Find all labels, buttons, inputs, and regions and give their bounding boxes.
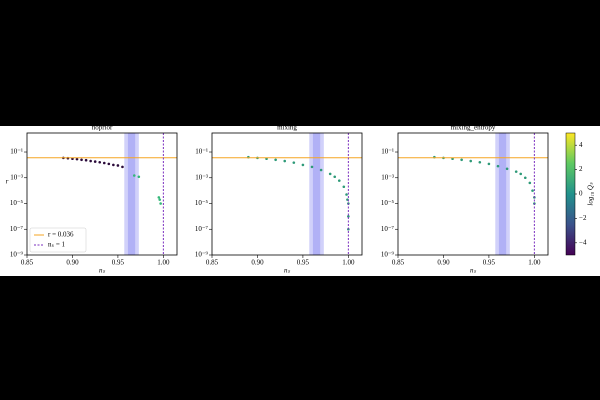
point bbox=[328, 172, 332, 176]
band bbox=[495, 133, 510, 255]
point bbox=[89, 159, 92, 163]
band bbox=[127, 133, 136, 255]
y-tick-label: 10⁻³ bbox=[195, 173, 208, 181]
point bbox=[116, 164, 120, 167]
x-axis-label: nₛ bbox=[284, 267, 291, 275]
point bbox=[531, 189, 534, 192]
x-tick-label: 1.00 bbox=[157, 259, 170, 267]
axes-frame bbox=[26, 132, 178, 256]
point bbox=[292, 161, 296, 164]
x-axis-label: nₛ bbox=[470, 267, 477, 275]
x-tick-label: 0.90 bbox=[66, 259, 79, 267]
point bbox=[505, 167, 509, 171]
point bbox=[514, 170, 518, 173]
y-tick-label: 10⁻³ bbox=[381, 173, 394, 181]
x-tick-label: 0.95 bbox=[297, 259, 310, 267]
point bbox=[347, 215, 350, 218]
point bbox=[107, 162, 111, 166]
point bbox=[478, 160, 482, 164]
point bbox=[159, 202, 162, 205]
point bbox=[460, 158, 463, 162]
point bbox=[283, 159, 287, 163]
point bbox=[342, 185, 346, 189]
y-tick-label: 10⁻¹ bbox=[381, 148, 394, 156]
colorbar-tick-label: −4 bbox=[579, 238, 587, 246]
point bbox=[112, 163, 115, 167]
y-tick-label: 10⁻¹ bbox=[10, 148, 23, 156]
y-tick-label: 10⁻⁷ bbox=[195, 225, 209, 233]
point bbox=[310, 165, 314, 169]
point bbox=[345, 193, 348, 196]
point bbox=[528, 181, 532, 185]
point bbox=[301, 163, 305, 167]
legend-box bbox=[29, 227, 87, 253]
point bbox=[157, 196, 161, 199]
point bbox=[469, 159, 473, 163]
legend-label: r = 0.036 bbox=[48, 231, 74, 239]
band bbox=[498, 133, 507, 255]
point bbox=[319, 168, 323, 172]
x-tick-label: 0.85 bbox=[21, 259, 34, 267]
chart-title: noprior bbox=[92, 124, 113, 132]
point bbox=[121, 165, 124, 169]
colorbar-tick-label: 2 bbox=[579, 165, 583, 173]
y-tick-label: 10⁻⁵ bbox=[381, 199, 395, 207]
figure-area bbox=[0, 126, 600, 276]
y-tick-label: 10⁻⁷ bbox=[10, 225, 24, 233]
x-tick-label: 0.90 bbox=[251, 259, 264, 267]
colorbar-label: log₁₀ Qₛ bbox=[587, 182, 595, 206]
y-axis-label: r bbox=[6, 178, 9, 186]
point bbox=[75, 157, 79, 161]
band bbox=[124, 133, 139, 255]
point bbox=[496, 164, 500, 168]
x-tick-label: 0.90 bbox=[437, 259, 450, 267]
y-tick-label: 10⁻⁹ bbox=[195, 251, 209, 259]
point bbox=[93, 160, 97, 163]
point bbox=[102, 161, 106, 165]
point bbox=[333, 175, 337, 179]
point bbox=[274, 158, 277, 162]
y-tick-label: 10⁻⁵ bbox=[195, 199, 209, 207]
point bbox=[80, 158, 83, 162]
x-tick-label: 0.95 bbox=[112, 259, 125, 267]
x-tick-label: 0.85 bbox=[206, 259, 219, 267]
colorbar bbox=[565, 132, 576, 256]
point bbox=[132, 174, 136, 177]
point bbox=[487, 162, 491, 166]
point bbox=[84, 158, 88, 162]
x-tick-label: 1.00 bbox=[342, 259, 355, 267]
chart-title: mixing bbox=[277, 124, 297, 132]
y-tick-label: 10⁻¹ bbox=[195, 148, 208, 156]
point bbox=[523, 176, 527, 180]
axes-frame bbox=[211, 132, 363, 256]
point bbox=[519, 172, 523, 176]
point bbox=[137, 175, 141, 179]
y-tick-label: 10⁻⁹ bbox=[381, 251, 395, 259]
y-tick-label: 10⁻⁷ bbox=[381, 225, 395, 233]
band bbox=[312, 133, 321, 255]
x-tick-label: 0.85 bbox=[392, 259, 405, 267]
colorbar-tick-label: 0 bbox=[579, 190, 583, 198]
colorbar-tick-label: −2 bbox=[579, 214, 587, 222]
point bbox=[158, 198, 162, 201]
x-tick-label: 1.00 bbox=[528, 259, 541, 267]
y-tick-label: 10⁻⁵ bbox=[10, 199, 24, 207]
legend-label: nₛ = 1 bbox=[48, 241, 66, 249]
point bbox=[337, 179, 341, 182]
x-tick-label: 0.95 bbox=[483, 259, 496, 267]
point bbox=[98, 160, 102, 164]
axes-frame bbox=[397, 132, 549, 256]
colorbar-tick-label: 4 bbox=[579, 141, 583, 149]
x-axis-label: nₛ bbox=[99, 267, 106, 275]
band bbox=[309, 133, 324, 255]
chart-title: mixing_entropy bbox=[451, 124, 496, 132]
y-tick-label: 10⁻⁹ bbox=[10, 251, 24, 259]
y-tick-label: 10⁻³ bbox=[10, 173, 23, 181]
